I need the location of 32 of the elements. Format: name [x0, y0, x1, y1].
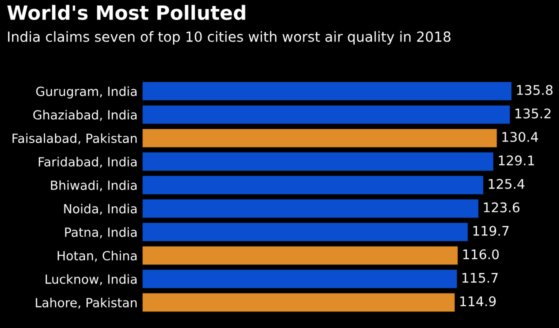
data-label: 114.9 [460, 296, 496, 306]
data-label: 135.8 [517, 85, 553, 95]
bar [142, 82, 512, 100]
y-tick-label: Bhiwadi, India [51, 180, 137, 192]
data-label: 123.6 [484, 202, 520, 212]
y-tick-label: Ghaziabad, India [33, 110, 137, 121]
y-tick-label: Faisalabad, Pakistan [12, 133, 137, 144]
y-tick-label: Gurugram, India [36, 86, 137, 99]
bar [142, 128, 497, 148]
chart-title: World's Most Polluted [7, 4, 246, 20]
bar [142, 105, 510, 124]
bar [142, 152, 494, 171]
data-label: 130.4 [502, 132, 538, 142]
data-label: 116.0 [463, 249, 499, 260]
bar [142, 199, 478, 218]
bar [142, 222, 468, 242]
bar [142, 176, 484, 194]
data-label: 125.4 [488, 178, 524, 189]
y-tick-label: Lucknow, India [46, 274, 137, 286]
bar [142, 246, 458, 265]
y-tick-label: Hotan, China [58, 250, 137, 262]
data-label: 115.7 [462, 272, 498, 283]
y-tick-label: Patna, India [65, 227, 137, 238]
y-tick-label: Noida, India [64, 204, 137, 215]
data-label: 119.7 [473, 226, 509, 236]
bar [142, 293, 455, 312]
y-tick-label: Lahore, Pakistan [36, 298, 137, 309]
bar [142, 270, 457, 288]
data-label: 129.1 [498, 155, 534, 166]
chart-subtitle: India claims seven of top 10 cities with worst air quality in 2018 [8, 31, 451, 45]
y-tick-label: Faridabad, India [38, 156, 137, 168]
data-label: 135.2 [515, 108, 550, 118]
